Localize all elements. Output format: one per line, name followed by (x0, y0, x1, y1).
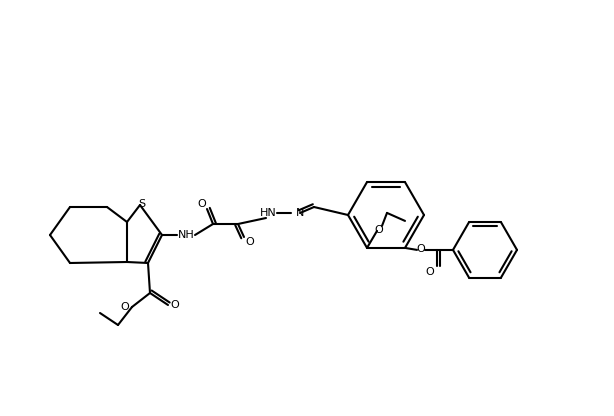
Text: O: O (246, 237, 254, 247)
Text: O: O (120, 302, 130, 312)
Text: O: O (426, 267, 434, 277)
Text: O: O (171, 300, 179, 310)
Text: HN: HN (260, 208, 276, 218)
Text: O: O (417, 244, 426, 254)
Text: NH: NH (177, 230, 195, 240)
Text: N: N (296, 208, 305, 218)
Text: O: O (198, 199, 206, 209)
Text: O: O (375, 225, 383, 235)
Text: S: S (138, 199, 146, 209)
